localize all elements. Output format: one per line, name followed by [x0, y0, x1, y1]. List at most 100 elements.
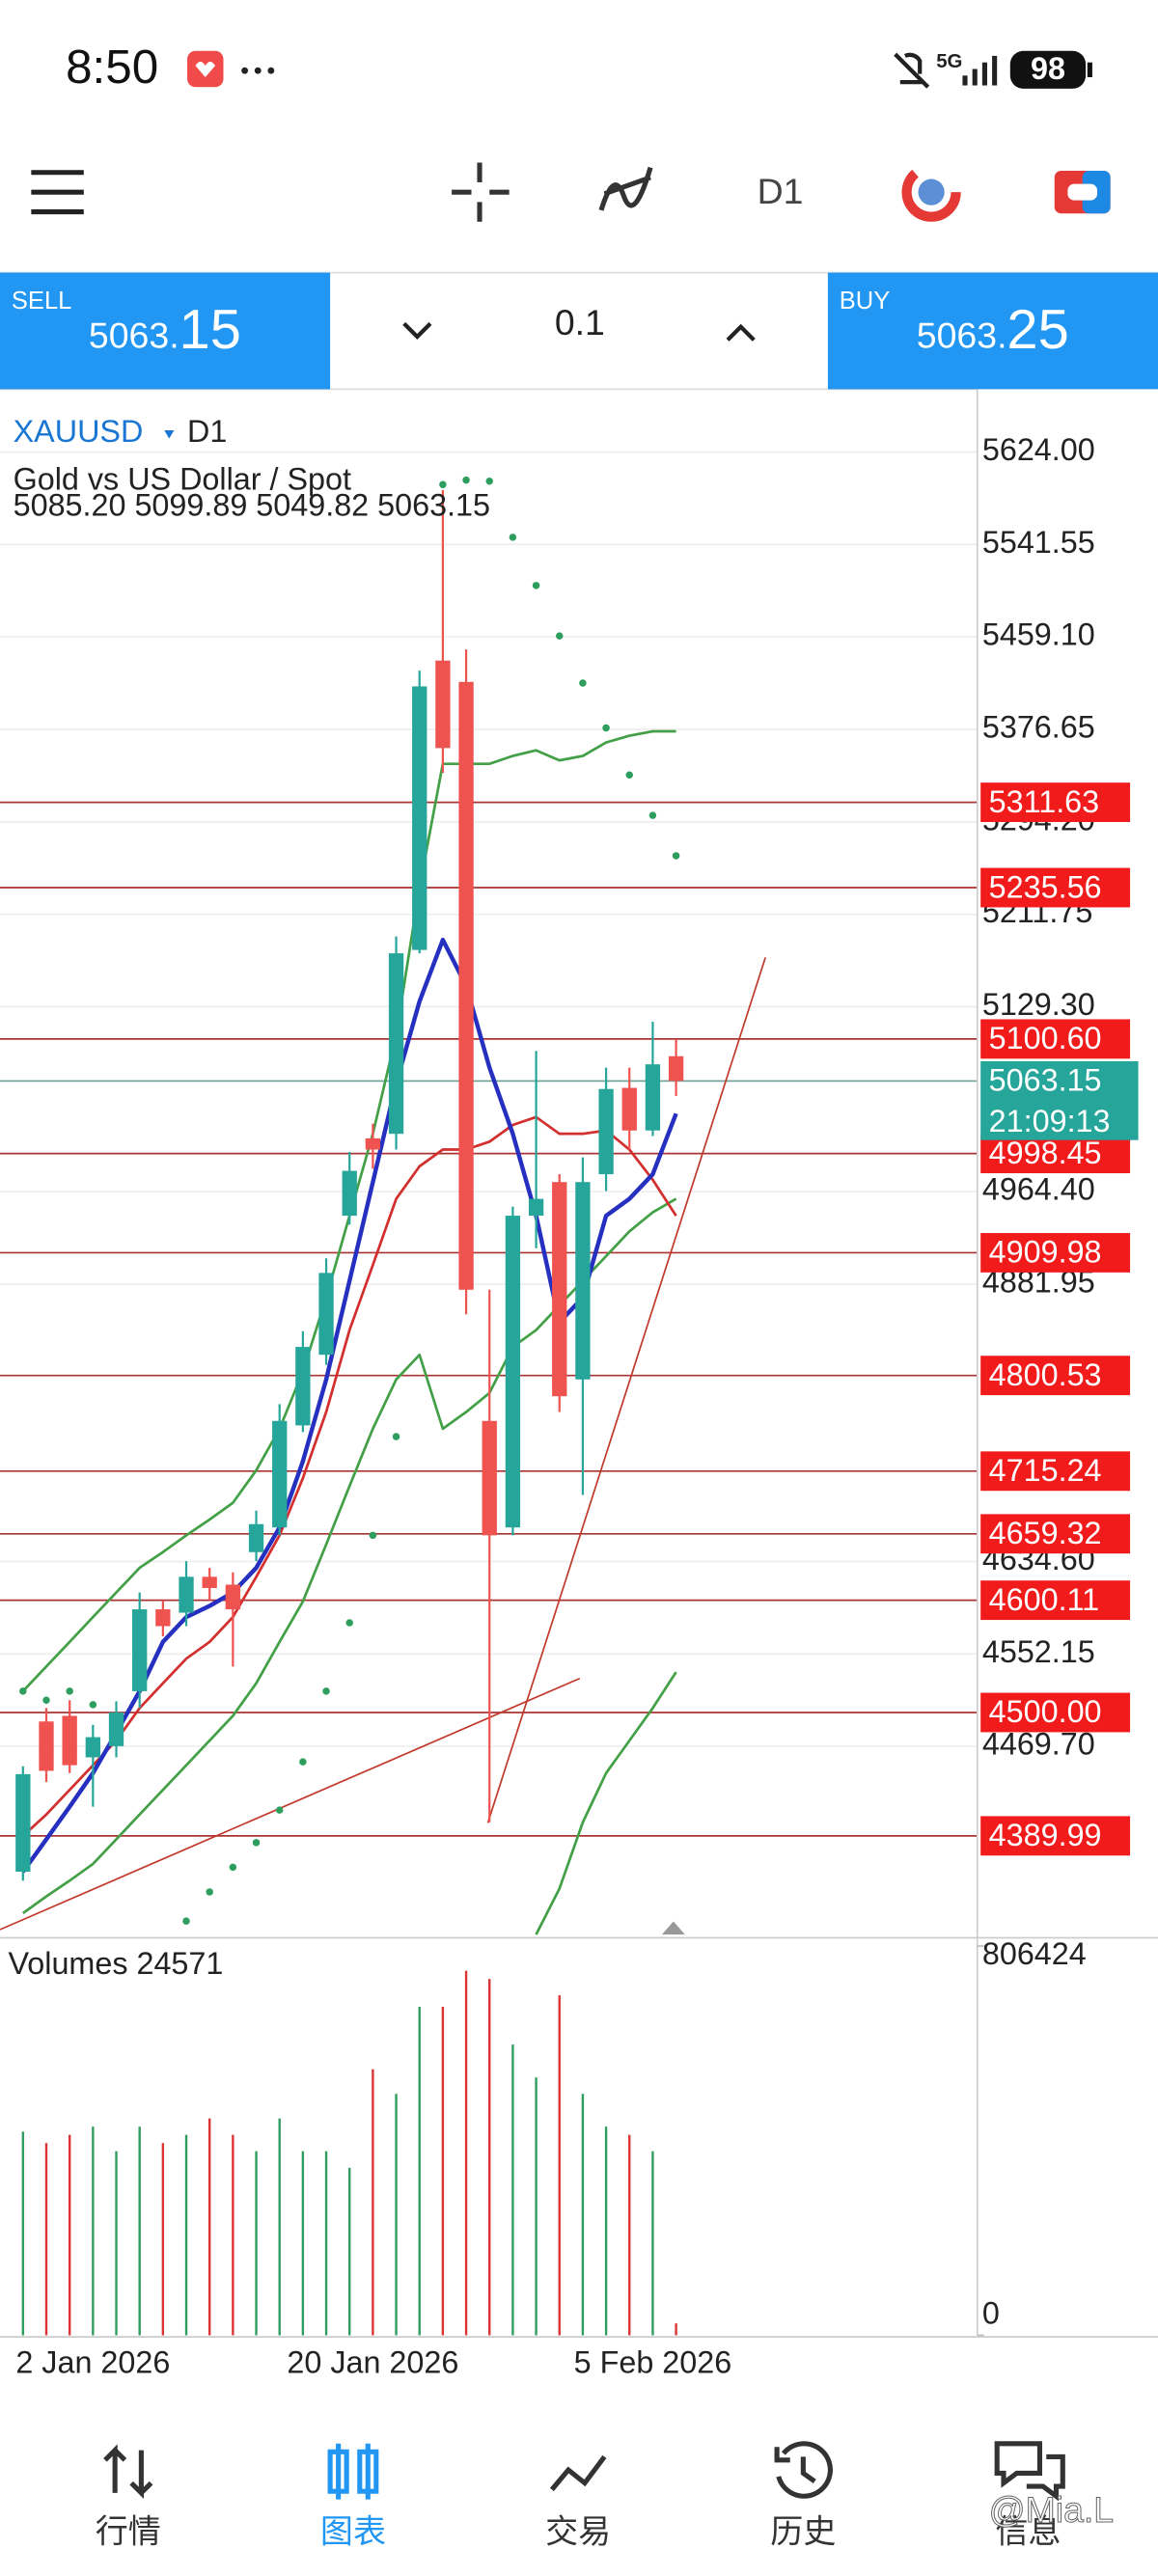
svg-text:5G: 5G	[936, 51, 962, 72]
candle-body	[645, 1064, 661, 1131]
sar-dot	[19, 1687, 27, 1695]
y-tick-label: 4469.70	[982, 1727, 1095, 1762]
status-bar: 8:50 5G 98	[66, 41, 1092, 94]
price-label: 5063.15	[989, 1063, 1102, 1098]
sar-dot	[275, 1806, 284, 1814]
candle-body	[598, 1088, 614, 1175]
level-label: 4659.32	[989, 1516, 1102, 1550]
trendlines	[0, 957, 767, 1931]
object-button-core	[918, 178, 945, 206]
tab-label[interactable]: 图表	[320, 2513, 386, 2550]
timeframe-button[interactable]: D1	[758, 171, 804, 211]
level-label: 4389.99	[989, 1818, 1102, 1852]
level-box	[980, 782, 1131, 823]
tab-label[interactable]: 交易	[545, 2513, 611, 2550]
volume-value[interactable]: 0.1	[555, 302, 605, 343]
tab-label[interactable]: 历史	[770, 2513, 836, 2550]
candle-body	[435, 660, 451, 749]
level-box	[980, 1451, 1131, 1492]
sar-dot	[532, 582, 540, 589]
symbol[interactable]: XAUUSD	[14, 414, 144, 449]
candle-body	[85, 1737, 100, 1758]
level-label: 4715.24	[989, 1453, 1102, 1488]
chart-timeframe: D1	[187, 414, 227, 449]
battery-tip	[1087, 62, 1092, 78]
buy-price-main: 5063.	[917, 315, 1007, 356]
tab-label[interactable]: 行情	[96, 2513, 161, 2550]
app-icon-glyph	[195, 61, 215, 78]
candle-body	[318, 1273, 334, 1356]
object-button[interactable]	[901, 162, 961, 222]
sar-dot	[89, 1701, 97, 1709]
sar-dot	[462, 476, 470, 484]
candle-body	[552, 1182, 567, 1397]
indicator-line	[21, 937, 678, 1874]
indicator-line	[21, 1115, 677, 1837]
candle-body	[108, 1712, 124, 1746]
indicator-line	[22, 1197, 677, 1915]
candle-body	[132, 1609, 148, 1691]
level-label: 4800.53	[989, 1357, 1102, 1392]
sar-dot	[485, 477, 493, 485]
sell-button[interactable]	[0, 272, 331, 390]
sar-dot	[345, 1619, 353, 1627]
y-tick-label: 5129.30	[982, 987, 1095, 1022]
sar-dot	[672, 852, 680, 860]
level-box	[980, 1692, 1131, 1733]
sar-dot	[648, 811, 657, 819]
candle-body	[155, 1609, 171, 1627]
level-label: 4909.98	[989, 1235, 1102, 1270]
sar-dot	[206, 1888, 213, 1896]
axes: 5624.005541.555459.105376.655294.205211.…	[15, 432, 1139, 2380]
tab-icon[interactable]	[327, 2443, 379, 2500]
menu-button[interactable]	[31, 170, 84, 215]
tab-icon[interactable]	[103, 2444, 153, 2500]
level-box	[980, 1816, 1131, 1856]
indicators-button[interactable]	[598, 166, 653, 211]
clock: 8:50	[66, 41, 158, 94]
symbol-dropdown[interactable]	[164, 429, 175, 439]
trendline	[0, 1677, 581, 1931]
sar-dot	[229, 1863, 237, 1872]
watermark: @Mia.L	[989, 2489, 1115, 2530]
level-label: 4500.00	[989, 1694, 1102, 1729]
tab-label[interactable]: 信息	[996, 2513, 1062, 2550]
sar-dot	[439, 480, 447, 488]
y-tick-label: 5624.00	[982, 432, 1095, 467]
buy-button[interactable]	[827, 272, 1158, 390]
shift-marker	[661, 1921, 685, 1935]
candle-body	[15, 1773, 31, 1873]
countdown: 21:09:13	[989, 1104, 1111, 1138]
sell-price-tail: 15	[179, 299, 241, 361]
tab-icon[interactable]	[549, 2454, 607, 2492]
tab-icon[interactable]	[774, 2441, 833, 2499]
candle-body	[295, 1347, 311, 1426]
tab-icon[interactable]	[994, 2441, 1065, 2502]
volume-tick-label: 0	[982, 2296, 1000, 2331]
buy-price-tail: 25	[1006, 299, 1068, 361]
sar-dots	[19, 476, 680, 1925]
y-tick-label: 4552.15	[982, 1634, 1095, 1669]
sar-dot	[509, 534, 517, 541]
candle-body	[248, 1523, 264, 1552]
candle-body	[621, 1087, 637, 1131]
crosshair-button[interactable]	[452, 162, 510, 222]
candle-body	[528, 1198, 544, 1217]
sell-price-main: 5063.	[89, 315, 179, 356]
candle-body	[342, 1170, 357, 1217]
description: Gold vs US Dollar / Spot	[14, 461, 351, 496]
price-box	[980, 1060, 1139, 1140]
sar-dot	[322, 1687, 330, 1695]
battery	[1009, 50, 1087, 89]
level-box	[980, 1580, 1131, 1621]
candle-body	[458, 681, 474, 1290]
sell-label: SELL	[12, 288, 71, 315]
sar-dot	[42, 1696, 50, 1704]
candle-body	[505, 1216, 521, 1528]
volume-down[interactable]	[402, 321, 432, 340]
sar-dot	[299, 1758, 307, 1766]
volume-up[interactable]	[726, 323, 756, 342]
volume-tick-label: 806424	[982, 1936, 1087, 1971]
candle-body	[179, 1576, 194, 1613]
volume-bars	[21, 1970, 677, 2336]
